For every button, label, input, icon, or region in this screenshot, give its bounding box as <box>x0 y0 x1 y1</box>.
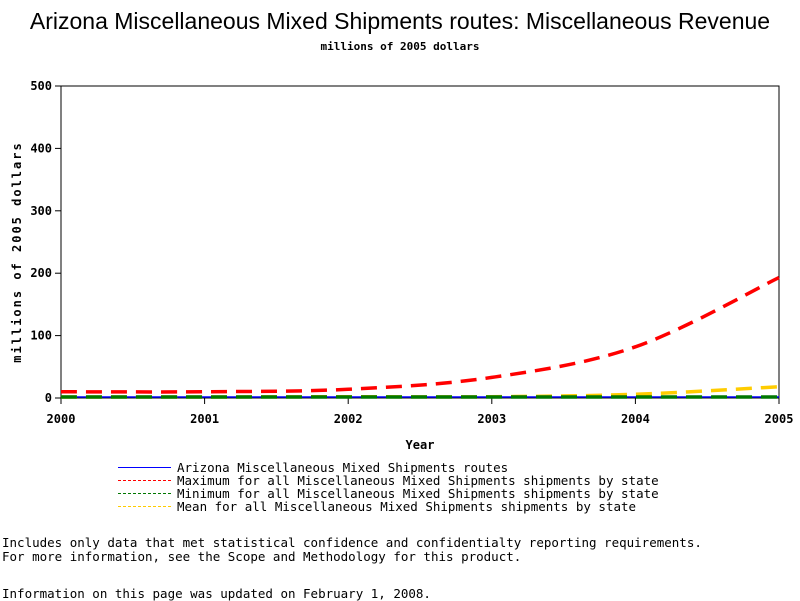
y-tick-label: 200 <box>30 266 52 280</box>
footnote-line: For more information, see the Scope and … <box>2 549 522 564</box>
legend-item: Minimum for all Miscellaneous Mixed Ship… <box>118 487 659 500</box>
y-tick-label: 500 <box>30 79 52 93</box>
legend-item: Mean for all Miscellaneous Mixed Shipmen… <box>118 500 659 513</box>
legend-item: Arizona Miscellaneous Mixed Shipments ro… <box>118 461 659 474</box>
legend-label: Arizona Miscellaneous Mixed Shipments ro… <box>177 460 509 475</box>
line-chart: 0 100 200 300 400 500 2000 2001 2002 2003 2004 2005… <box>10 79 794 452</box>
legend-swatch <box>118 467 171 468</box>
x-tick-label: 2003 <box>477 412 506 426</box>
y-tick-label: 400 <box>30 141 52 155</box>
chart-title: Arizona Miscellaneous Mixed Shipments ro… <box>29 8 771 34</box>
legend-label: Mean for all Miscellaneous Mixed Shipmen… <box>177 499 637 514</box>
chart-subtitle: millions of 2005 dollars <box>320 40 480 53</box>
footnotes: Includes only data that met statistical … <box>2 536 702 564</box>
series-line <box>60 275 780 394</box>
legend-item: Maximum for all Miscellaneous Mixed Ship… <box>118 474 659 487</box>
legend-swatch <box>118 493 171 494</box>
y-tick-label: 0 <box>45 391 52 405</box>
footnote-line: Includes only data that met statistical … <box>2 535 702 550</box>
x-tick-label: 2005 <box>765 412 794 426</box>
legend-swatch <box>118 480 171 481</box>
x-tick-label: 2001 <box>190 412 219 426</box>
y-tick-label: 300 <box>30 204 52 218</box>
plot-frame <box>60 85 780 399</box>
legend-swatch <box>118 506 171 507</box>
x-tick-label: 2000 <box>47 412 76 426</box>
legend: Arizona Miscellaneous Mixed Shipments ro… <box>118 461 659 513</box>
x-tick-label: 2004 <box>621 412 650 426</box>
updated-note: Information on this page was updated on … <box>2 586 431 601</box>
legend-label: Minimum for all Miscellaneous Mixed Ship… <box>177 486 659 501</box>
x-tick-label: 2002 <box>334 412 363 426</box>
x-axis-label: Year <box>406 438 435 452</box>
y-tick-label: 100 <box>30 329 52 343</box>
legend-label: Maximum for all Miscellaneous Mixed Ship… <box>177 473 659 488</box>
y-axis-label: millions of 2005 dollars <box>10 141 24 362</box>
